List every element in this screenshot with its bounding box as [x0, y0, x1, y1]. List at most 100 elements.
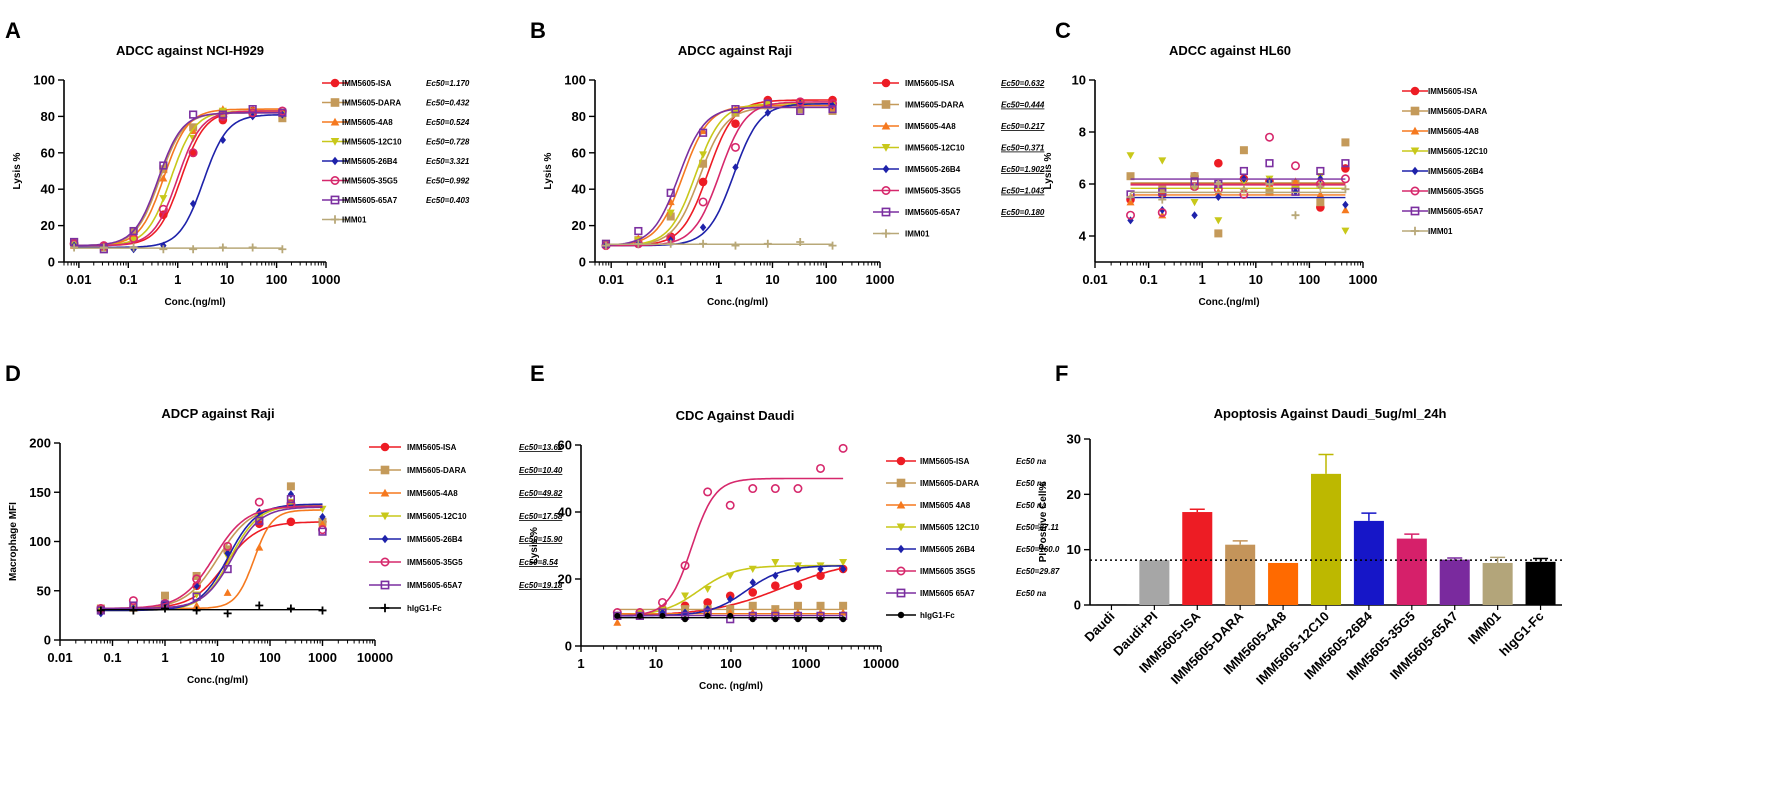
data-point — [699, 223, 707, 232]
data-point — [159, 195, 168, 203]
x-tick-label: IMM5605-12C10 — [1253, 609, 1332, 688]
x-tick-label: 10 — [210, 650, 224, 665]
data-point — [727, 595, 734, 604]
y-tick-label: 150 — [29, 485, 51, 500]
x-tick-label: 1000 — [312, 272, 341, 287]
y-tick-label: 200 — [29, 436, 51, 451]
legend-label: IMM5605-4A8 — [905, 122, 956, 131]
legend-ec50: Ec50=3.321 — [426, 157, 470, 166]
data-point — [682, 616, 689, 623]
legend-label: IMM5605-ISA — [1428, 87, 1478, 96]
legend-marker — [1410, 186, 1420, 196]
data-point — [703, 598, 712, 607]
data-point — [159, 161, 168, 170]
data-point — [159, 174, 168, 182]
legend-marker — [896, 566, 906, 576]
bar — [1439, 559, 1470, 605]
y-tick-label: 40 — [558, 505, 572, 520]
data-point — [1214, 158, 1223, 168]
data-point — [188, 148, 198, 158]
bar — [1096, 604, 1127, 606]
bar — [1482, 562, 1513, 605]
y-tick-label: 0 — [565, 639, 572, 654]
data-point — [219, 136, 227, 145]
x-tick-label: 1 — [1199, 272, 1206, 287]
data-point — [1239, 146, 1248, 155]
data-point — [703, 487, 713, 497]
data-point — [666, 188, 675, 197]
data-point — [840, 616, 847, 623]
legend-marker — [330, 78, 340, 88]
x-axis-label: Conc.(ng/ml) — [187, 675, 248, 686]
data-point — [248, 243, 257, 252]
data-point — [680, 561, 690, 571]
data-point — [1126, 172, 1135, 181]
data-point — [223, 541, 233, 551]
data-point — [731, 105, 740, 114]
data-point — [731, 241, 740, 250]
legend-ec50: Ec50=0.371 — [1001, 144, 1045, 153]
data-point — [772, 616, 779, 623]
data-point — [699, 151, 708, 159]
data-point — [287, 490, 295, 499]
fit-curve — [100, 521, 323, 610]
legend-label: hIgG1-Fc — [407, 604, 442, 613]
data-point — [828, 241, 837, 250]
legend-marker — [380, 512, 390, 521]
x-tick-label: 1 — [577, 656, 584, 671]
legend-ec50: Ec50=0.728 — [426, 138, 470, 147]
legend-marker — [896, 478, 906, 488]
y-tick-label: 40 — [41, 182, 55, 197]
data-point — [796, 237, 805, 246]
data-point — [795, 97, 805, 107]
series-2: IMM5605 4A8 Ec50 na — [613, 500, 1047, 626]
legend-label: IMM5605-12C10 — [342, 138, 402, 147]
data-point — [99, 243, 108, 252]
error-bar — [1232, 540, 1248, 545]
bar — [1139, 560, 1170, 605]
legend-label: IMM5605-65A7 — [905, 208, 961, 217]
legend-label: IMM5605-4A8 — [342, 118, 393, 127]
y-tick-label: 40 — [572, 182, 586, 197]
data-point — [771, 581, 780, 590]
data-point — [1159, 206, 1166, 214]
panel-d: D ADCP against Raji 0 50 100 150 200 Macrophage… — [5, 361, 563, 686]
x-tick-label: 0.1 — [1140, 272, 1158, 287]
data-point — [770, 484, 780, 494]
data-point — [635, 611, 644, 620]
data-point — [1316, 190, 1325, 198]
legend-marker — [1410, 226, 1420, 236]
data-point — [319, 512, 326, 521]
chart-title: ADCP against Raji — [161, 406, 274, 421]
data-point — [223, 588, 232, 596]
y-tick-label: 100 — [33, 73, 55, 88]
legend-marker — [881, 78, 891, 88]
legend-label: IMM5605-26B4 — [905, 165, 961, 174]
data-point — [192, 606, 201, 615]
y-axis-label: Macrophage MFI — [8, 502, 19, 581]
data-point — [704, 612, 711, 619]
panel-letter: E — [530, 361, 545, 386]
legend-ec50: Ec50 na — [1016, 457, 1047, 466]
data-point — [839, 601, 848, 610]
data-point — [731, 119, 740, 128]
error-bar — [1490, 556, 1506, 563]
fit-curve — [606, 101, 833, 247]
chart-title: CDC Against Daudi — [676, 408, 795, 423]
legend-marker — [330, 195, 340, 205]
data-point — [772, 571, 779, 580]
bar — [1182, 512, 1213, 605]
data-point — [793, 484, 803, 494]
data-point — [699, 126, 708, 135]
panel-letter: F — [1055, 361, 1068, 386]
data-point — [192, 601, 201, 609]
legend-label: IMM5605-12C10 — [1428, 147, 1488, 156]
data-point — [763, 99, 772, 108]
x-tick-label: 0.1 — [103, 650, 121, 665]
data-point — [1126, 152, 1135, 160]
series-7: hIgG1-Fc — [96, 601, 442, 618]
fit-curve — [606, 102, 833, 247]
legend-label: IMM01 — [905, 230, 930, 239]
legend-marker — [896, 523, 906, 532]
data-point — [189, 245, 198, 254]
